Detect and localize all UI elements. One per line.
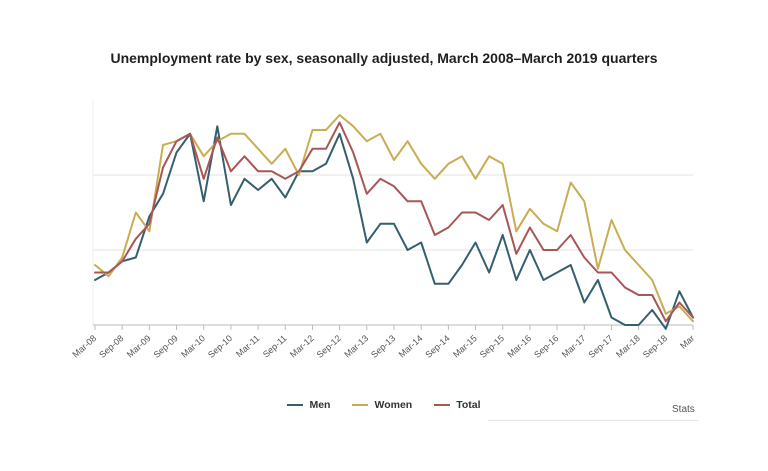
x-tick-label: Mar-18 <box>614 333 642 360</box>
footer-divider <box>488 420 698 421</box>
x-tick-label: Mar-16 <box>505 333 533 360</box>
legend-swatch-men <box>287 403 304 407</box>
x-tick-label: Sep-10 <box>206 333 234 360</box>
series-lines <box>94 114 694 330</box>
x-tick-label: Mar-08 <box>70 333 98 360</box>
x-tick-label: Mar-13 <box>342 333 370 360</box>
x-tick-label: Sep-14 <box>423 333 451 360</box>
x-tick-label: Mar-12 <box>288 333 316 360</box>
x-tick-label: Mar-09 <box>125 333 153 360</box>
legend-swatch-total <box>434 403 451 407</box>
legend-label-women: Women <box>374 399 413 411</box>
x-tick-label: Sep-18 <box>641 333 669 360</box>
x-tick-label: Sep-11 <box>261 333 289 359</box>
series-line-women <box>94 114 694 323</box>
x-tick-label: Sep-13 <box>369 333 397 360</box>
series-line-total <box>94 121 694 323</box>
x-tick-label: Mar-15 <box>451 333 479 360</box>
x-tick-label: Mar-11 <box>234 333 261 359</box>
x-tick-label: Sep-08 <box>97 333 125 360</box>
legend: Men Women Total <box>0 399 768 411</box>
x-tick-label: Sep-09 <box>152 333 180 360</box>
legend-item-men[interactable]: Men <box>287 399 330 411</box>
legend-item-women[interactable]: Women <box>352 399 412 411</box>
x-tick-label: Mar-17 <box>560 333 588 360</box>
x-tick-label: Sep-16 <box>532 333 560 360</box>
x-tick-label: Sep-12 <box>315 333 343 360</box>
source-credit: Stats <box>672 404 695 415</box>
chart-title: Unemployment rate by sex, seasonally adj… <box>110 50 658 66</box>
x-tick-label: Sep-15 <box>478 333 506 360</box>
legend-item-total[interactable]: Total <box>434 399 481 411</box>
series-line-men <box>94 125 694 330</box>
legend-label-men: Men <box>309 399 331 411</box>
x-tick-label: Mar-10 <box>179 333 207 360</box>
x-tick-label: Sep-17 <box>587 333 615 360</box>
x-tick-label: Mar <box>678 333 696 351</box>
x-tick-label: Mar-14 <box>397 333 425 360</box>
legend-label-total: Total <box>456 399 481 411</box>
legend-swatch-women <box>352 403 369 407</box>
